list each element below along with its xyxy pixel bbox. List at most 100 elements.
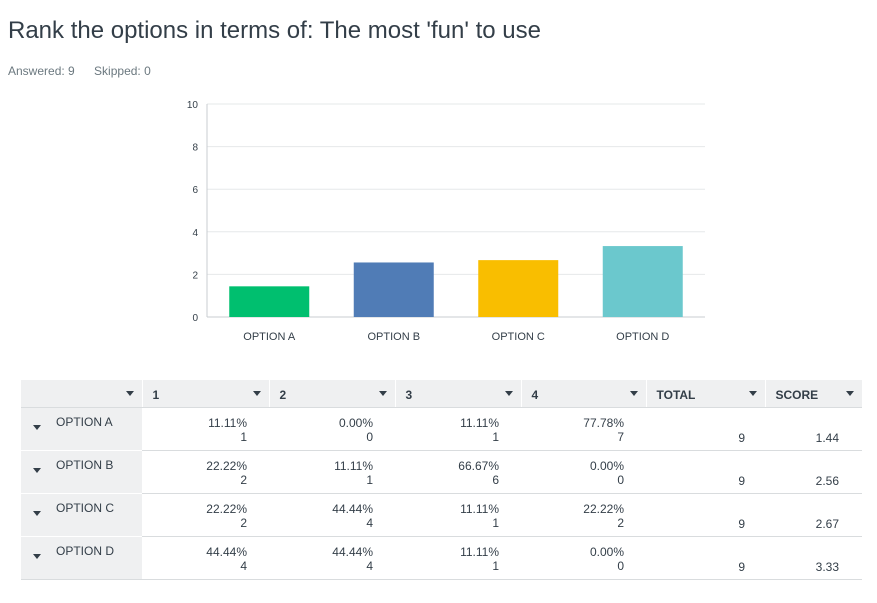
response-stats: Answered: 9 Skipped: 0 — [8, 64, 151, 78]
header-1[interactable]: 1 — [141, 380, 269, 408]
row-caret-icon[interactable] — [33, 425, 41, 430]
rank-cell: 44.44% 4 — [269, 536, 395, 580]
rank-cell: 11.11% 1 — [395, 493, 521, 537]
rank-count: 0 — [617, 473, 624, 487]
rank-cell: 0.00% 0 — [521, 536, 646, 580]
sort-caret-icon[interactable] — [846, 391, 854, 396]
table-row: OPTION D 44.44% 4 44.44% 4 11.11% 1 0.00% 0 9 3.33 — [21, 536, 862, 580]
rank-percent: 11.11% — [334, 459, 373, 473]
rank-percent: 11.11% — [460, 416, 499, 430]
rank-cell: 22.22% 2 — [521, 493, 646, 537]
row-header[interactable]: OPTION C — [21, 493, 142, 537]
y-tick-label: 4 — [192, 228, 198, 239]
row-caret-icon[interactable] — [33, 554, 41, 559]
sort-caret-icon[interactable] — [748, 391, 757, 396]
rank-cell: 11.11% 1 — [395, 407, 521, 451]
rank-count: 1 — [492, 430, 499, 444]
score-cell: 3.33 — [765, 536, 862, 580]
header-label: 2 — [279, 388, 287, 402]
row-caret-icon[interactable] — [33, 511, 41, 516]
header-score[interactable]: SCORE — [764, 380, 862, 408]
score-cell: 2.67 — [765, 493, 862, 537]
rank-count: 4 — [366, 516, 373, 530]
question-title: Rank the options in terms of: The most '… — [8, 17, 541, 44]
rank-percent: 44.44% — [206, 545, 247, 559]
row-label: OPTION C — [56, 501, 115, 515]
total-cell: 9 — [646, 493, 765, 537]
bar-option-c — [478, 260, 559, 317]
row-header[interactable]: OPTION A — [21, 407, 142, 451]
x-category-label: OPTION D — [616, 331, 669, 343]
ranking-bar-chart: 0 2 4 6 8 10 OPTION A OPTION B OPTION C OPTION D — [187, 100, 705, 343]
answered-count: Answered: 9 — [8, 64, 75, 78]
header-2[interactable]: 2 — [268, 380, 395, 408]
row-header[interactable]: OPTION B — [21, 450, 142, 494]
x-category-label: OPTION B — [367, 331, 420, 343]
sort-caret-icon[interactable] — [629, 391, 638, 396]
y-tick-label: 10 — [187, 100, 199, 111]
sort-caret-icon[interactable] — [252, 391, 261, 396]
table-row: OPTION B 22.22% 2 11.11% 1 66.67% 6 0.00% 0 9 2.56 — [21, 450, 862, 494]
rank-cell: 44.44% 4 — [142, 536, 269, 580]
row-header[interactable]: OPTION D — [21, 536, 142, 580]
header-4[interactable]: 4 — [520, 380, 646, 408]
bar-option-a — [229, 286, 310, 317]
total-value: 9 — [738, 517, 745, 531]
sort-caret-icon[interactable] — [125, 391, 134, 396]
x-category-label: OPTION C — [492, 331, 545, 343]
header-total[interactable]: TOTAL — [645, 380, 765, 408]
score-value: 3.33 — [815, 560, 839, 574]
rank-cell: 22.22% 2 — [142, 450, 269, 494]
rank-count: 6 — [492, 473, 499, 487]
sort-caret-icon[interactable] — [378, 391, 387, 396]
score-value: 2.67 — [815, 517, 839, 531]
total-cell: 9 — [646, 450, 765, 494]
rank-count: 1 — [492, 559, 499, 573]
score-cell: 1.44 — [765, 407, 862, 451]
rank-count: 7 — [617, 430, 624, 444]
y-tick-label: 6 — [192, 185, 198, 196]
x-category-label: OPTION A — [243, 331, 296, 343]
total-cell: 9 — [646, 536, 765, 580]
table-row: OPTION A 11.11% 1 0.00% 0 11.11% 1 77.78% 7 9 1.44 — [21, 407, 862, 451]
row-label: OPTION A — [56, 415, 113, 429]
total-value: 9 — [738, 474, 745, 488]
header-label: SCORE — [775, 388, 819, 402]
score-cell: 2.56 — [765, 450, 862, 494]
rank-count: 4 — [240, 559, 247, 573]
y-tick-label: 8 — [192, 143, 198, 154]
y-tick-label: 2 — [192, 270, 198, 281]
row-caret-icon[interactable] — [33, 468, 41, 473]
rank-cell: 11.11% 1 — [269, 450, 395, 494]
bar-option-d — [602, 246, 683, 317]
rank-cell: 77.78% 7 — [521, 407, 646, 451]
header-label: TOTAL — [656, 388, 696, 402]
bar-option-b — [353, 262, 434, 317]
rank-cell: 22.22% 2 — [142, 493, 269, 537]
rank-cell: 11.11% 1 — [395, 536, 521, 580]
rank-count: 2 — [240, 516, 247, 530]
header-label: 1 — [152, 388, 160, 402]
rank-cell: 0.00% 0 — [269, 407, 395, 451]
y-tick-label: 0 — [192, 313, 198, 324]
table-row: OPTION C 22.22% 2 44.44% 4 11.11% 1 22.22% 2 9 2.6… — [21, 493, 862, 537]
rank-count: 0 — [366, 430, 373, 444]
rank-count: 2 — [240, 473, 247, 487]
sort-caret-icon[interactable] — [504, 391, 513, 396]
rank-percent: 0.00% — [338, 416, 373, 430]
rank-cell: 66.67% 6 — [395, 450, 521, 494]
header-3[interactable]: 3 — [394, 380, 521, 408]
rank-count: 1 — [240, 430, 247, 444]
rank-percent: 44.44% — [332, 545, 373, 559]
header-label-column[interactable] — [21, 380, 142, 408]
rank-count: 1 — [492, 516, 499, 530]
rank-count: 2 — [617, 516, 624, 530]
row-label: OPTION B — [56, 458, 114, 472]
rank-percent: 11.11% — [460, 545, 499, 559]
ranking-table: 1 2 3 4 TOTAL SCORE OPTION A 11.11% 1 0.00% 0 11.1… — [21, 380, 862, 580]
rank-percent: 44.44% — [332, 502, 373, 516]
skipped-count: Skipped: 0 — [94, 64, 151, 78]
rank-percent: 22.22% — [206, 502, 247, 516]
rank-percent: 22.22% — [583, 502, 624, 516]
rank-cell: 0.00% 0 — [521, 450, 646, 494]
